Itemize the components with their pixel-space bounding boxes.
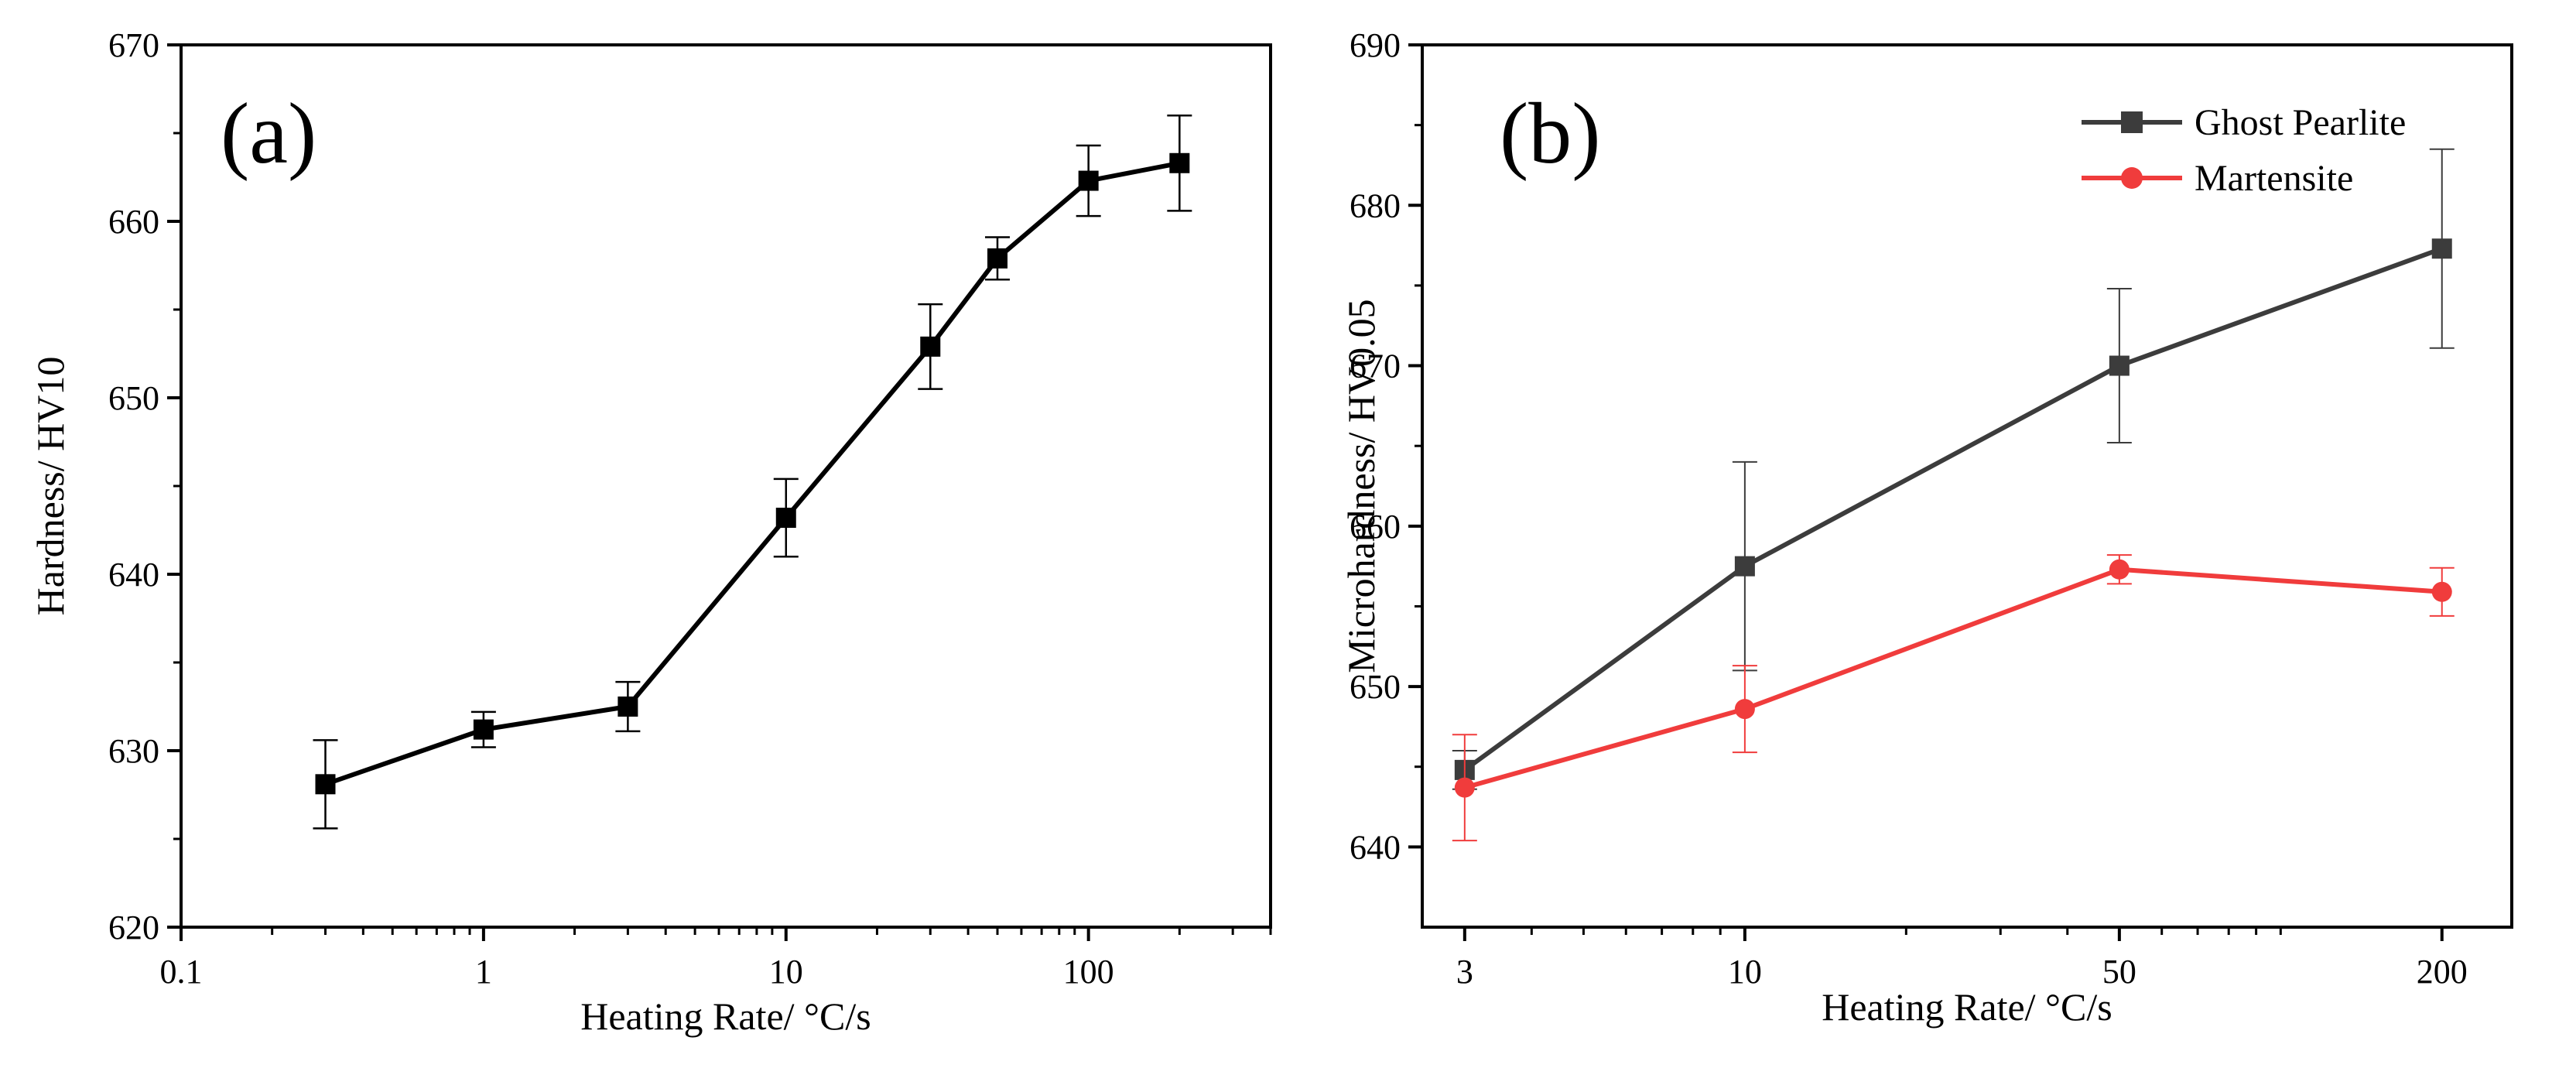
panel-a-x-tick-label: 0.1	[160, 953, 203, 991]
panel-b-y-tick-labels: 640 650 660 670 680 690	[1350, 26, 1401, 866]
panel-a-x-tick-label: 1	[475, 953, 492, 991]
panel-a-y-tick-label: 650	[108, 379, 159, 417]
panel-a-x-tick-label: 10	[769, 953, 803, 991]
legend-entry-ghost-pearlite: Ghost Pearlite	[2082, 102, 2406, 143]
martensite-series-line	[1464, 567, 2442, 790]
panel-b-y-tick-label: 680	[1350, 187, 1401, 224]
panel-a-chart: 0.1 1 10 100 620 630 640 650 660 670 (a) Heating…	[29, 26, 1272, 1038]
panel-a-y-tick-label: 660	[108, 203, 159, 241]
panel-b-y-tick-label: 660	[1350, 508, 1401, 546]
hardness-data-point	[775, 508, 796, 529]
martensite-data-point	[1454, 777, 1475, 798]
ghost-pearlite-series-line	[1463, 246, 2443, 772]
panel-b-chart: 3 10 50 200 640 650 660 670 680 690 (b) Heating …	[1339, 26, 2513, 1029]
panel-b-ticks	[1408, 43, 2444, 941]
panel-b-y-axis-title: Microhardness/ HV0.05	[1339, 299, 1383, 673]
martensite-data-point	[2109, 559, 2130, 580]
panel-b-y-tick-label: 650	[1350, 668, 1401, 706]
panel-b-y-tick-label: 670	[1350, 347, 1401, 385]
panel-a-label: (a)	[221, 86, 316, 182]
hardness-data-point	[1078, 170, 1099, 191]
panel-b-x-tick-label: 3	[1456, 953, 1473, 991]
panel-b-plot-frame	[1421, 43, 2513, 929]
panel-a-y-tick-labels: 620 630 640 650 660 670	[108, 26, 159, 946]
martensite-data-point	[2431, 581, 2452, 602]
panel-b-label: (b)	[1500, 86, 1601, 182]
panel-a-x-tick-labels: 0.1 1 10 100	[160, 953, 1114, 991]
panel-b-x-axis-title: Heating Rate/ °C/s	[1822, 985, 2112, 1029]
panel-a-ticks	[167, 43, 1272, 941]
legend-entry-martensite: Martensite	[2082, 158, 2353, 199]
panel-a-y-tick-label: 620	[108, 909, 159, 946]
panel-b-x-tick-label: 200	[2417, 953, 2468, 991]
hardness-data-point	[617, 697, 638, 717]
legend-marker-ghost-pearlite	[2121, 111, 2143, 133]
hardness-data-point	[920, 336, 941, 357]
legend-label-ghost-pearlite: Ghost Pearlite	[2195, 102, 2406, 143]
hardness-series-line	[324, 160, 1180, 787]
panel-b-x-tick-label: 10	[1728, 953, 1762, 991]
panel-a-x-tick-label: 100	[1063, 953, 1114, 991]
ghost-pearlite-data-point	[1734, 556, 1755, 577]
panel-a-series	[313, 114, 1192, 830]
panel-a-x-axis-title: Heating Rate/ °C/s	[580, 994, 871, 1038]
hardness-data-point	[473, 719, 494, 740]
panel-b-y-tick-label: 690	[1350, 26, 1401, 64]
panel-a-y-tick-label: 630	[108, 732, 159, 770]
panel-b-series	[1452, 148, 2455, 842]
ghost-pearlite-data-point	[2109, 355, 2130, 376]
panel-a-y-tick-label: 640	[108, 556, 159, 594]
hardness-data-point	[1169, 152, 1190, 173]
panel-b-x-tick-labels: 3 10 50 200	[1456, 953, 2468, 991]
legend-marker-martensite	[2121, 167, 2143, 189]
hardness-data-point	[315, 774, 336, 795]
panel-a-y-axis-title: Hardness/ HV10	[29, 357, 72, 616]
hardness-data-point	[987, 248, 1007, 269]
panel-b-legend: Ghost Pearlite Martensite	[2082, 102, 2406, 199]
panel-a-y-tick-label: 670	[108, 26, 159, 64]
ghost-pearlite-data-point	[2431, 238, 2452, 259]
panel-b-x-tick-label: 50	[2102, 953, 2136, 991]
martensite-data-point	[1734, 699, 1755, 720]
panel-b-y-tick-label: 640	[1350, 828, 1401, 866]
legend-label-martensite: Martensite	[2195, 158, 2353, 199]
